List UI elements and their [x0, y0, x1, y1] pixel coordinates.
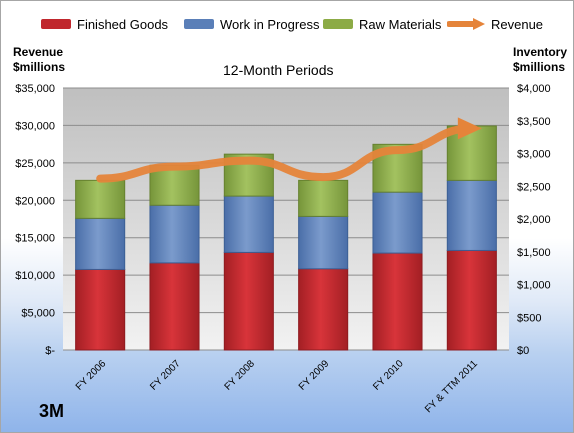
right-tick-label: $2,000	[517, 214, 551, 226]
revenue-line	[96, 124, 476, 183]
right-tick-label: $4,000	[517, 83, 551, 95]
bar-raw-materials	[75, 179, 126, 219]
left-tick-label: $15,000	[15, 233, 55, 245]
revenue-arrowhead	[457, 117, 482, 140]
right-tick-label: $0	[517, 345, 529, 357]
legend-item-work-in-progress: Work in Progress	[184, 17, 319, 32]
left-tick-label: $25,000	[15, 158, 55, 170]
left-axis-title: Revenue $millions	[13, 45, 65, 75]
left-tick-label: $35,000	[15, 83, 55, 95]
left-tick-label: $-	[45, 345, 55, 357]
bar-finished-goods	[446, 249, 497, 351]
bar-raw-materials	[298, 179, 349, 217]
legend-swatch-work-in-progress	[184, 19, 214, 29]
right-tick-label: $1,500	[517, 247, 551, 259]
legend-label-finished-goods: Finished Goods	[77, 16, 169, 32]
bar-raw-materials	[446, 125, 497, 181]
right-axis-title-text: Inventory $millions	[513, 45, 568, 74]
legend-item-raw-materials: Raw Materials	[323, 17, 441, 32]
chart-title: 12-Month Periods	[223, 62, 334, 78]
bar-work-in-progress	[75, 217, 126, 270]
right-tick-label: $3,500	[517, 116, 551, 128]
bar-finished-goods	[372, 252, 423, 351]
legend-swatch-revenue	[446, 18, 485, 30]
legend-label-raw-materials: Raw Materials	[359, 16, 442, 32]
right-axis-title: Inventory $millions	[513, 45, 567, 75]
left-tick-label: $20,000	[15, 195, 55, 207]
x-tick-label: FY & TTM 2011	[423, 358, 480, 415]
right-tick-label: $500	[517, 312, 541, 324]
x-tick-label: FY 2007	[148, 358, 183, 393]
left-tick-label: $5,000	[21, 308, 55, 320]
bar-work-in-progress	[446, 179, 497, 251]
bar-work-in-progress	[149, 204, 200, 264]
legend-label-work-in-progress: Work in Progress	[220, 16, 320, 32]
right-tick-label: $3,000	[517, 149, 551, 161]
right-tick-label: $2,500	[517, 181, 551, 193]
left-tick-label: $30,000	[15, 120, 55, 132]
legend-item-revenue: Revenue	[446, 16, 544, 32]
bar-work-in-progress	[223, 195, 274, 253]
bar-finished-goods	[298, 268, 349, 351]
x-tick-label: FY 2009	[297, 358, 332, 393]
bar-raw-materials	[149, 164, 200, 206]
bar-finished-goods	[149, 262, 200, 351]
legend-label-revenue: Revenue	[491, 16, 544, 32]
x-tick-label: FY 2006	[74, 358, 109, 393]
legend-swatch-finished-goods	[41, 19, 71, 29]
right-tick-label: $1,000	[517, 280, 551, 292]
x-tick-label: FY 2008	[223, 358, 258, 393]
bar-work-in-progress	[298, 215, 349, 270]
legend-swatch-raw-materials	[323, 19, 353, 29]
company-name: 3M	[39, 401, 65, 421]
bar-work-in-progress	[372, 191, 423, 254]
bar-finished-goods	[75, 268, 126, 351]
x-tick-label: FY 2010	[371, 358, 406, 393]
plot-background	[63, 88, 509, 350]
left-tick-label: $10,000	[15, 270, 55, 282]
legend-item-finished-goods: Finished Goods	[41, 17, 168, 32]
bar-finished-goods	[223, 251, 274, 351]
left-axis-title-text: Revenue $millions	[13, 45, 66, 74]
